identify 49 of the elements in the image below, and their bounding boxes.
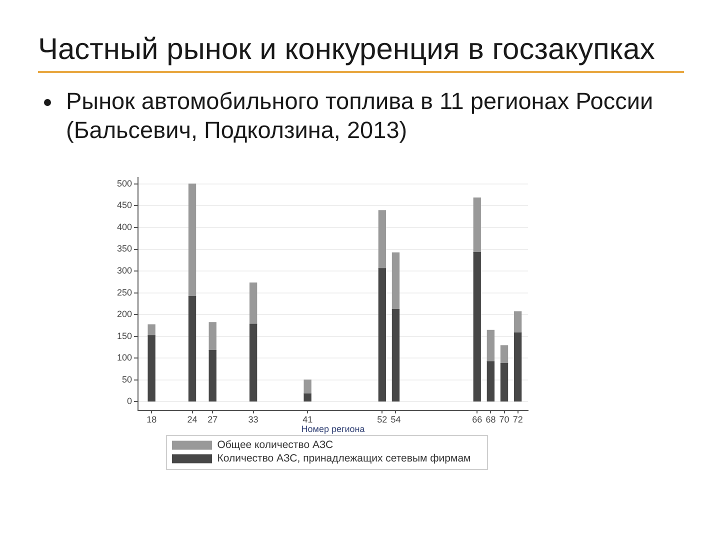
x-tick-label: 52 xyxy=(377,414,388,424)
chart-title: Частный рынок и конкуренция в госзакупках xyxy=(38,33,655,67)
bar xyxy=(304,394,312,402)
chart-subtitle: Рынок автомобильного топлива в 11 регионах России (Бальсевич, Подколзина, 2013) xyxy=(66,87,654,145)
y-tick-label: 400 xyxy=(116,222,132,232)
y-tick-label: 350 xyxy=(116,244,132,254)
y-tick-label: 100 xyxy=(116,352,132,363)
y-tick-label: 150 xyxy=(116,330,132,341)
bar xyxy=(148,324,156,336)
x-tick-label: 66 xyxy=(472,414,482,424)
bar xyxy=(378,210,386,269)
bar xyxy=(392,252,400,310)
bar xyxy=(392,309,400,402)
bar xyxy=(514,311,522,334)
y-tick-label: 450 xyxy=(116,200,132,210)
y-tick-label: 50 xyxy=(122,374,132,384)
x-tick-label: 27 xyxy=(208,414,218,424)
x-tick-label: 18 xyxy=(146,414,157,424)
bar xyxy=(500,345,508,364)
x-tick-label: 24 xyxy=(187,414,198,424)
bar xyxy=(304,380,312,394)
bar xyxy=(208,322,216,351)
bar xyxy=(208,350,216,402)
x-axis-title: Номер региона xyxy=(301,424,365,434)
y-tick-label: 250 xyxy=(116,287,132,298)
bar xyxy=(514,332,522,402)
bar xyxy=(473,252,481,402)
bar xyxy=(500,363,508,402)
y-tick-label: 0 xyxy=(126,396,132,406)
x-tick-label: 54 xyxy=(390,414,401,424)
bar xyxy=(473,198,481,253)
x-tick-label: 33 xyxy=(248,414,258,424)
y-tick-label: 300 xyxy=(116,266,132,276)
bar xyxy=(249,282,258,324)
bar xyxy=(249,324,258,402)
x-tick-label: 70 xyxy=(499,414,510,424)
x-tick-label: 72 xyxy=(512,414,523,424)
legend-label: Количество АЗС, принадлежащих сетевым фирмам xyxy=(217,452,471,465)
bar xyxy=(188,296,196,402)
y-tick-label: 200 xyxy=(116,309,132,320)
bar xyxy=(486,330,495,362)
legend-label: Общее количество АЗС xyxy=(217,439,334,452)
bar xyxy=(486,361,495,402)
bar xyxy=(188,184,196,297)
x-tick-label: 68 xyxy=(486,414,496,424)
bar xyxy=(148,335,156,402)
bar xyxy=(378,268,386,402)
x-tick-label: 41 xyxy=(302,414,313,424)
y-tick-label: 500 xyxy=(116,178,132,188)
